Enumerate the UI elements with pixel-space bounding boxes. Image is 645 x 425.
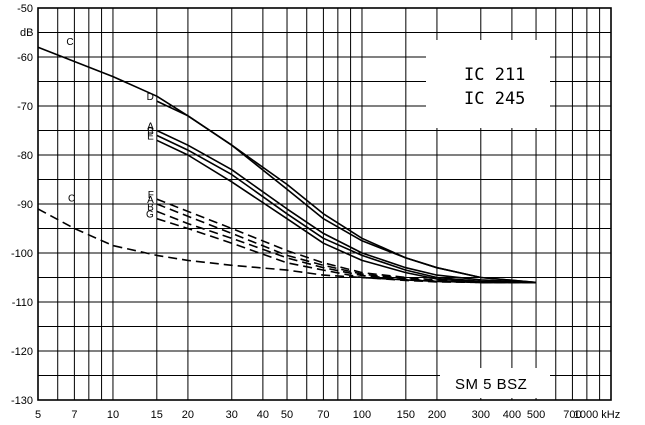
x-tick-label: 7 <box>71 409 77 421</box>
series-line-g-dashed <box>156 217 536 284</box>
x-tick-label: 20 <box>182 409 194 421</box>
data-series <box>37 46 537 284</box>
curve-label-g: G <box>146 210 154 221</box>
curve-label-d: D <box>147 92 154 103</box>
x-tick-label: 10 <box>107 409 119 421</box>
x-tick-label: 30 <box>226 409 238 421</box>
y-tick-label: -110 <box>12 297 33 309</box>
x-tick-label: 5 <box>35 409 41 421</box>
x-tick-label: 700 <box>563 409 581 421</box>
curve-label-f: F <box>148 190 154 201</box>
x-tick-label: 300 <box>472 409 490 421</box>
curve-label-a: A <box>147 122 154 133</box>
x-tick-label: 500 <box>527 409 545 421</box>
series-line-b-solid <box>156 134 537 284</box>
series-line-e-solid <box>156 139 536 284</box>
curve-label-b: B <box>147 202 154 213</box>
x-tick-label: 50 <box>281 409 293 421</box>
series-line-d-solid <box>156 100 537 284</box>
x-tick-label: 1000 kHz <box>574 409 620 421</box>
y-tick-label: -90 <box>17 199 33 211</box>
series-line-a-dashed <box>156 203 536 284</box>
x-tick-label: 15 <box>151 409 163 421</box>
series-line-c-dashed <box>37 208 536 284</box>
x-tick-label: 150 <box>397 409 415 421</box>
y-tick-label: -60 <box>17 52 33 64</box>
credit-box <box>440 368 550 398</box>
ic-245-label: IC 245 <box>464 89 525 109</box>
plot-frame <box>37 7 612 401</box>
y-tick-label: -120 <box>11 346 33 358</box>
curve-label-c: C <box>68 194 75 205</box>
y-tick-label: -70 <box>17 101 33 113</box>
y-unit-label: dB <box>20 27 33 39</box>
curve-label-e: E <box>147 131 154 142</box>
credit-label: SM 5 BSZ <box>455 376 527 393</box>
x-tick-label: 40 <box>257 409 269 421</box>
x-tick-label: 200 <box>428 409 446 421</box>
y-tick-label: -100 <box>11 248 33 260</box>
curve-label-c: C <box>66 37 73 48</box>
ic-model-box <box>426 40 550 128</box>
curve-label-a: A <box>147 195 154 206</box>
x-tick-label: 100 <box>353 409 371 421</box>
curve-label-b: B <box>147 126 154 137</box>
y-tick-label: -80 <box>17 150 33 162</box>
x-tick-label: 70 <box>317 409 329 421</box>
y-tick-label: -50 <box>17 3 33 15</box>
y-tick-label: -130 <box>11 395 33 407</box>
series-line-a-solid <box>156 129 537 284</box>
x-tick-label: 400 <box>503 409 521 421</box>
ic-211-label: IC 211 <box>464 65 525 85</box>
